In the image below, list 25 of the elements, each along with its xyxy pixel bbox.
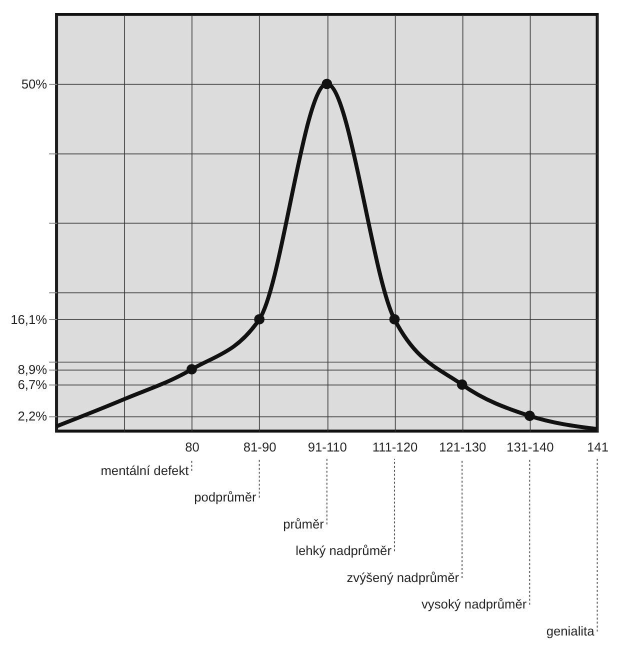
x-tick-label: 111-120: [372, 439, 418, 454]
point: [524, 410, 535, 422]
point: [186, 364, 197, 375]
point: [389, 314, 400, 325]
x-tick-label: 81-90: [243, 439, 276, 454]
text: průměr: [283, 516, 325, 532]
x-tick-label: 91-110: [308, 439, 347, 454]
y-tick-label: 2,2%: [18, 408, 48, 424]
point: [322, 78, 332, 90]
y-tick-label: 6,7%: [18, 377, 48, 392]
text: vysoký nadprůměr: [421, 596, 528, 612]
y-tick-label: 50%: [21, 76, 48, 92]
text: zvýšený nadprůměr: [346, 570, 460, 585]
point: [456, 379, 468, 390]
point: [254, 314, 265, 325]
text: podprůměr: [194, 490, 258, 505]
text: genialita: [546, 624, 596, 639]
text: lehký nadprůměr: [296, 543, 392, 558]
x-tick-label: 121-130: [438, 439, 486, 454]
text: mentální defekt: [100, 462, 190, 478]
x-tick-label: 131-140: [506, 439, 554, 454]
y-tick-label: 16,1%: [10, 312, 48, 327]
x-tick-label: 80: [185, 439, 200, 454]
y-tick-label: 8,9%: [18, 362, 48, 377]
x-tick-label: 141: [587, 439, 608, 454]
